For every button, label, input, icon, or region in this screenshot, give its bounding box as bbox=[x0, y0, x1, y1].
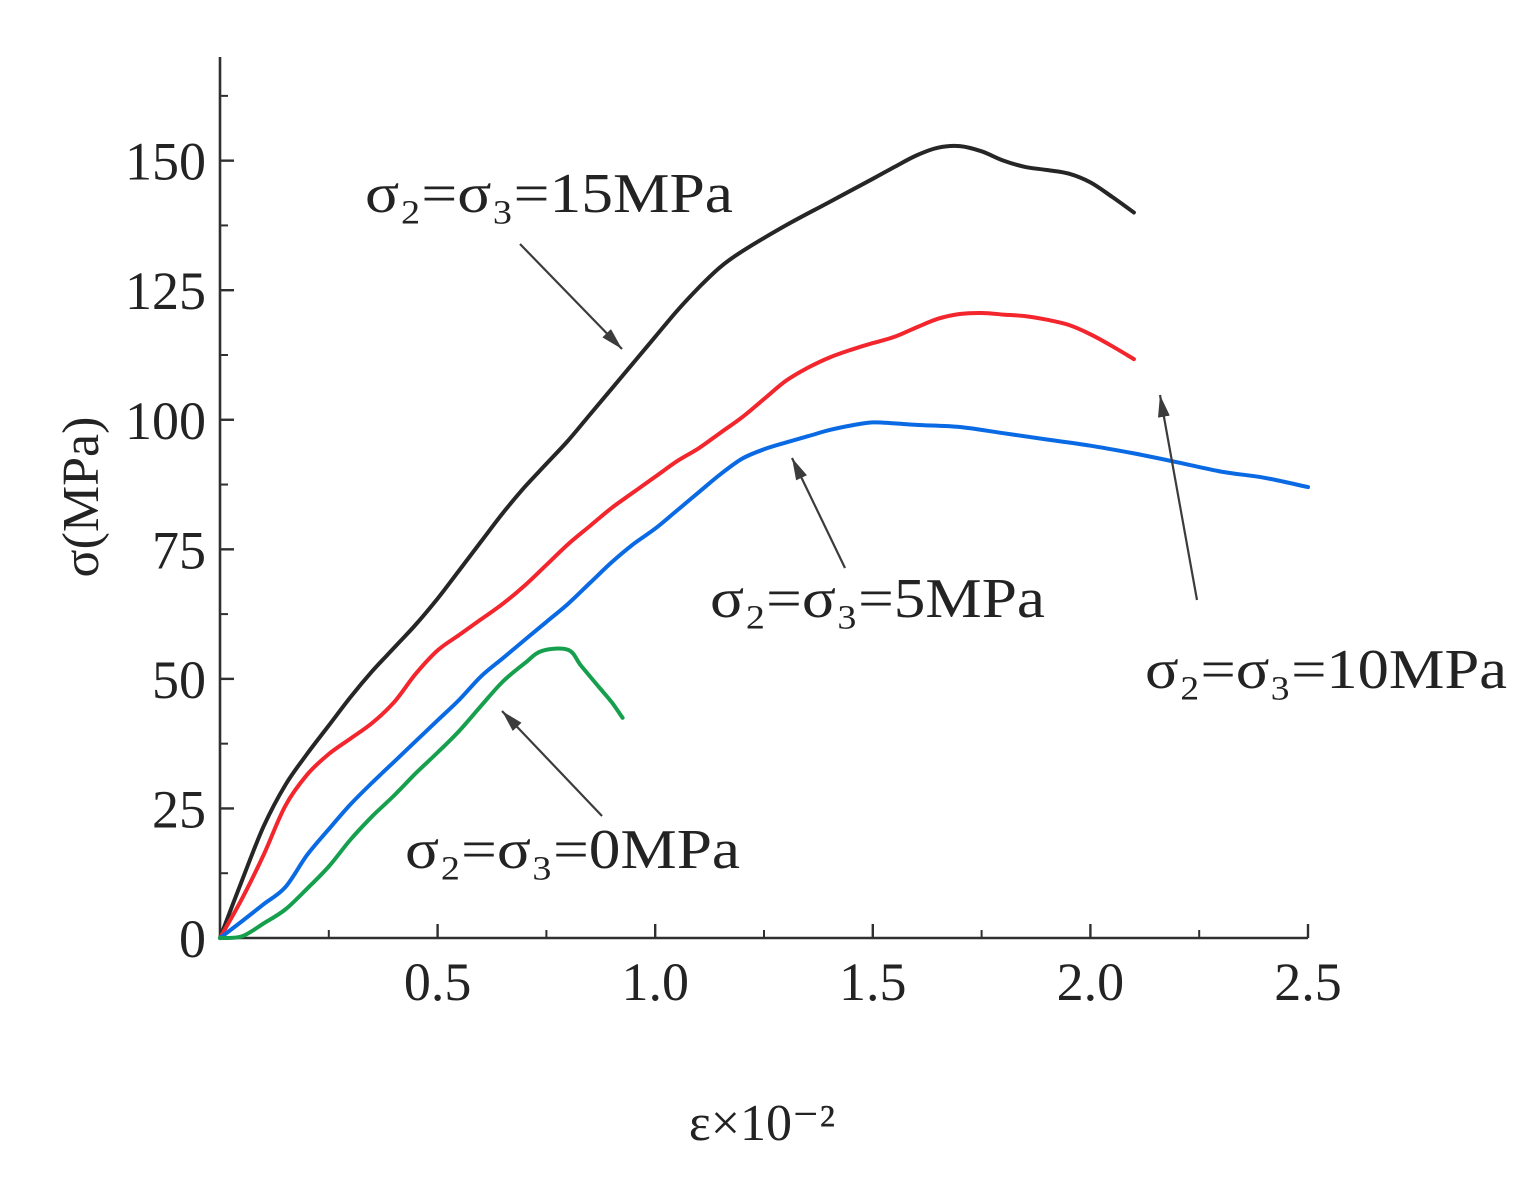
x-tick-label: 2.0 bbox=[1057, 952, 1125, 1012]
y-tick-label: 75 bbox=[152, 520, 206, 580]
annotation-label-10mpa: σ₂=σ₃=10MPa bbox=[1145, 639, 1507, 701]
annotation-arrow-0mpa bbox=[501, 710, 603, 817]
x-tick-label: 1.0 bbox=[621, 952, 689, 1012]
y-tick-label: 125 bbox=[125, 261, 206, 321]
annotation-label-0mpa: σ₂=σ₃=0MPa bbox=[405, 819, 740, 881]
x-tick-label: 0.5 bbox=[404, 952, 472, 1012]
annotation-arrow-5mpa bbox=[791, 457, 846, 569]
y-axis-label: σ(MPa) bbox=[53, 417, 110, 578]
annotation-label-15mpa: σ₂=σ₃=15MPa bbox=[365, 163, 733, 225]
x-tick-label: 1.5 bbox=[839, 952, 907, 1012]
y-tick-label: 100 bbox=[125, 391, 206, 451]
y-tick-label: 150 bbox=[125, 132, 206, 192]
series-line-5mpa bbox=[218, 420, 1310, 940]
series-layer bbox=[218, 143, 1310, 941]
annotation-arrow-15mpa bbox=[519, 243, 623, 350]
annotation-label-5mpa: σ₂=σ₃=5MPa bbox=[710, 568, 1045, 630]
x-axis-label: ε×10⁻² bbox=[689, 1095, 835, 1152]
annotation-arrow-10mpa bbox=[1158, 394, 1199, 601]
annotations: σ₂=σ₃=15MPa σ₂=σ₃=10MPa σ₂=σ₃=5MPa σ₂=σ₃=0M… bbox=[365, 163, 1507, 881]
axes: 0 25 50 75 100 125 150 0.5 1.0 1.5 2.0 2.5 bbox=[125, 57, 1342, 1012]
series-line-0mpa bbox=[218, 646, 625, 941]
y-tick-label: 0 bbox=[179, 909, 206, 969]
series-line-10mpa bbox=[218, 310, 1136, 940]
x-tick-label: 2.5 bbox=[1274, 952, 1342, 1012]
y-tick-label: 50 bbox=[152, 650, 206, 710]
y-tick-label: 25 bbox=[152, 779, 206, 839]
series-line-15mpa bbox=[218, 143, 1136, 940]
